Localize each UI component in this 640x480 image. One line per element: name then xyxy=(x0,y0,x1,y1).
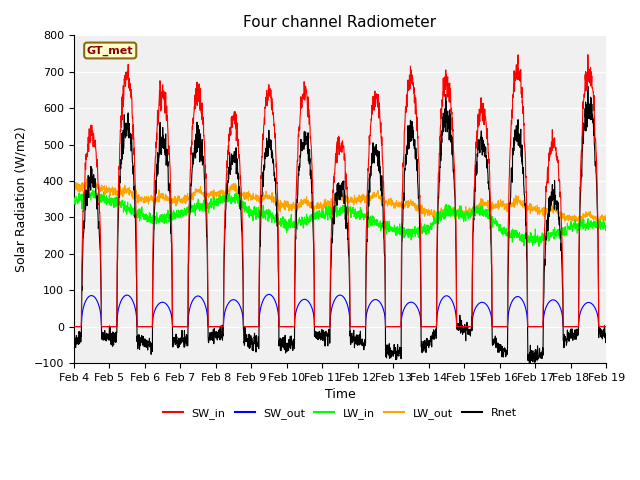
X-axis label: Time: Time xyxy=(324,388,355,401)
LW_out xyxy=(367,193,375,199)
Rnet xyxy=(218,322,226,328)
Rnet xyxy=(602,324,610,329)
LW_out xyxy=(88,176,95,182)
LW_in xyxy=(535,243,543,249)
SW_out xyxy=(70,324,77,329)
Title: Four channel Radiometer: Four channel Radiometer xyxy=(243,15,436,30)
SW_out xyxy=(495,324,502,329)
Rnet xyxy=(367,173,374,179)
SW_in xyxy=(495,324,502,329)
SW_out xyxy=(265,291,273,297)
Rnet xyxy=(556,215,563,220)
SW_in xyxy=(556,177,563,182)
LW_out xyxy=(602,214,610,219)
SW_out xyxy=(218,324,226,329)
LW_in xyxy=(571,225,579,231)
LW_out xyxy=(561,218,568,224)
Line: LW_in: LW_in xyxy=(74,190,606,246)
LW_out xyxy=(571,212,579,218)
Line: Rnet: Rnet xyxy=(74,86,606,364)
LW_in xyxy=(556,235,564,241)
SW_in xyxy=(70,324,77,329)
LW_out xyxy=(495,203,502,208)
LW_in xyxy=(356,215,364,220)
Y-axis label: Solar Radiation (W/m2): Solar Radiation (W/m2) xyxy=(15,126,28,272)
Line: LW_out: LW_out xyxy=(74,179,606,221)
LW_in xyxy=(495,222,502,228)
SW_out xyxy=(570,324,578,329)
Rnet xyxy=(355,342,363,348)
LW_out xyxy=(356,195,364,201)
Rnet xyxy=(495,346,502,352)
LW_out xyxy=(556,213,563,219)
Text: GT_met: GT_met xyxy=(87,45,134,56)
LW_in xyxy=(602,227,610,232)
SW_out xyxy=(356,324,364,329)
Line: SW_out: SW_out xyxy=(74,294,606,326)
SW_out xyxy=(556,303,563,309)
SW_in xyxy=(584,52,592,58)
Line: SW_in: SW_in xyxy=(74,55,606,326)
Rnet xyxy=(584,84,592,89)
LW_out xyxy=(219,187,227,193)
LW_in xyxy=(219,199,227,205)
SW_out xyxy=(367,300,375,305)
SW_in xyxy=(355,324,363,329)
LW_in xyxy=(70,201,77,206)
Rnet xyxy=(70,337,77,343)
Rnet xyxy=(570,330,578,336)
Rnet xyxy=(526,361,534,367)
LW_out xyxy=(70,186,77,192)
SW_in xyxy=(602,324,610,329)
SW_out xyxy=(602,324,610,329)
LW_in xyxy=(81,187,89,192)
SW_in xyxy=(218,324,226,329)
SW_in xyxy=(367,121,374,127)
LW_in xyxy=(367,223,375,229)
SW_in xyxy=(570,324,578,329)
Legend: SW_in, SW_out, LW_in, LW_out, Rnet: SW_in, SW_out, LW_in, LW_out, Rnet xyxy=(158,403,522,423)
